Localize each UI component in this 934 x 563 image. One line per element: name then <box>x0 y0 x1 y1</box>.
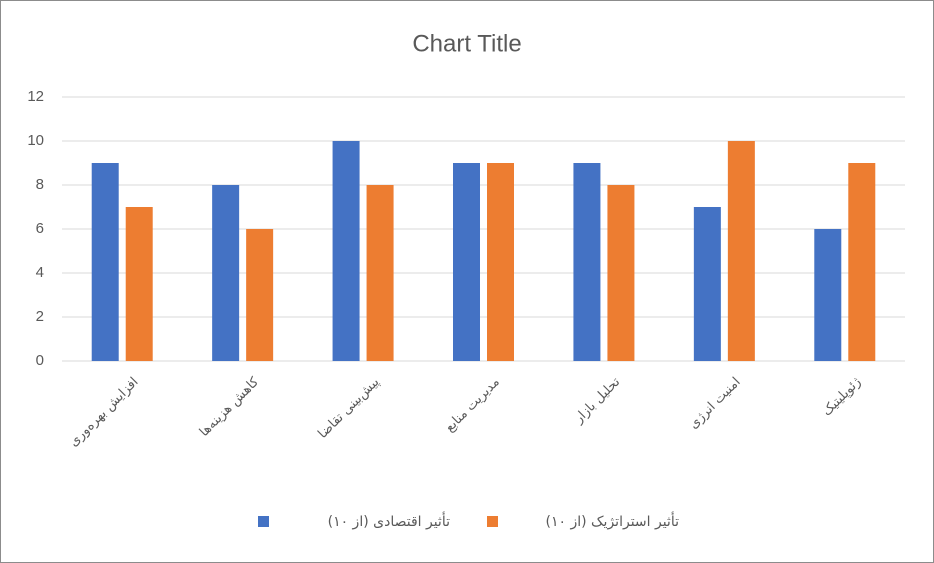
bar <box>212 185 240 361</box>
bar <box>246 229 274 361</box>
y-tick-label: 12 <box>27 88 44 105</box>
y-tick-label: 0 <box>36 352 44 369</box>
bar <box>487 163 514 361</box>
legend-label: تأثیر استراتژیک (از ۱۰) <box>546 511 680 530</box>
bar <box>366 185 394 361</box>
bar <box>727 141 755 361</box>
y-tick-label: 2 <box>36 308 44 325</box>
bar <box>125 207 153 361</box>
bar <box>453 163 480 361</box>
y-tick-label: 10 <box>27 132 44 149</box>
bar <box>332 141 360 361</box>
bar <box>607 185 635 361</box>
bar <box>814 229 842 361</box>
bar <box>693 207 721 361</box>
y-tick-label: 8 <box>36 176 44 193</box>
y-tick-label: 6 <box>36 220 44 237</box>
y-tick-label: 4 <box>36 264 44 281</box>
bar <box>573 163 601 361</box>
legend-label: تأثیر اقتصادی (از ۱۰) <box>328 511 450 530</box>
legend-swatch <box>258 516 269 527</box>
legend-swatch <box>487 516 498 527</box>
chart-title: Chart Title <box>412 30 521 57</box>
bar <box>91 163 119 361</box>
bar <box>848 163 876 361</box>
